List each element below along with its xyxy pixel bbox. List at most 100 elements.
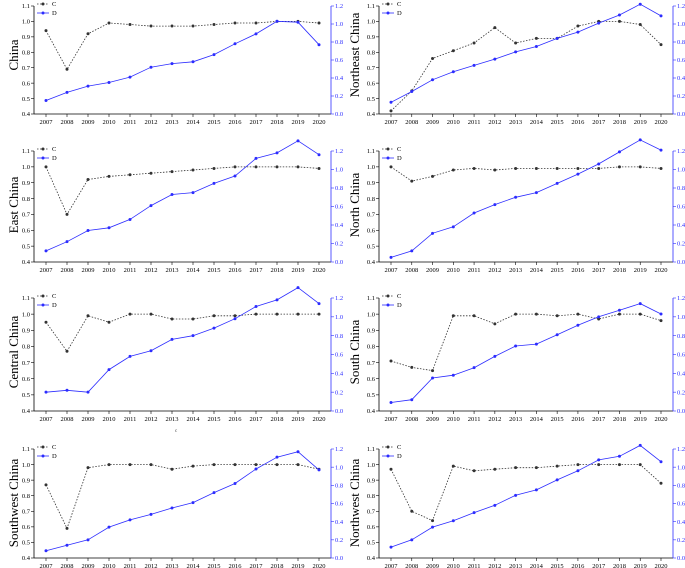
panel-8-left-tick-label: 0.8 bbox=[367, 493, 375, 500]
panel-7-right-tick-label: 1.0 bbox=[335, 464, 343, 471]
panel-7-series-C-point bbox=[254, 463, 258, 467]
panel-7-series-C-point bbox=[212, 463, 216, 467]
panel-8-x-tick-label: 2016 bbox=[571, 563, 585, 568]
panel-3-x-tick-label: 2020 bbox=[313, 267, 326, 274]
panel-2-series-C-point bbox=[576, 24, 580, 28]
panel-3-right-tick-label: 1.2 bbox=[335, 148, 343, 155]
panel-8-series-D-line bbox=[390, 444, 662, 548]
panel-1-series-D-point bbox=[44, 99, 48, 102]
panel-7-x-tick-label: 2012 bbox=[145, 563, 158, 568]
panel-7-series-D-point bbox=[149, 512, 153, 516]
panel-8-series-D-point bbox=[389, 545, 393, 549]
panel-8-left-tick-label: 1.0 bbox=[367, 462, 375, 469]
panel-6-x-tick-label: 2009 bbox=[426, 416, 439, 423]
panel-1-series-D-point bbox=[149, 65, 153, 69]
panel-4-x-tick-label: 2011 bbox=[468, 267, 481, 274]
panel-6-series-C-point bbox=[410, 365, 414, 369]
panel-7-right-tick-label: 0.2 bbox=[335, 537, 343, 544]
panel-2-left-tick-label: 1.1 bbox=[367, 3, 375, 10]
panel-3-right-tick-label: 1.0 bbox=[335, 167, 343, 174]
panel-6-x-tick-label: 2012 bbox=[488, 416, 501, 423]
panel-3-series-D-point bbox=[128, 217, 132, 221]
panel-7-series-D-point bbox=[212, 491, 216, 495]
panel-7-series-D-line bbox=[45, 451, 320, 552]
panel-5-right-tick-label: 1.0 bbox=[335, 314, 343, 321]
panel-4-series-D-line bbox=[390, 139, 662, 258]
panel-6-legend-label-D: D bbox=[397, 302, 402, 309]
panel-7-x-tick-label: 2018 bbox=[271, 563, 284, 568]
panel-7-series-C-point bbox=[296, 463, 300, 467]
panel-8-series-C-point bbox=[597, 463, 601, 467]
panel-7-right-tick-label: 0.4 bbox=[335, 519, 344, 526]
panel-6-series-C-point bbox=[597, 317, 601, 321]
panel-6-legend-label-C: C bbox=[397, 293, 401, 300]
panel-2-series-D-point bbox=[389, 100, 393, 104]
panel-8-series-C-point bbox=[493, 467, 497, 471]
panel-3-series-C-point bbox=[275, 165, 279, 169]
panel-7-series-C-point bbox=[107, 463, 111, 467]
panel-5-x-tick-label: 2016 bbox=[229, 416, 243, 423]
panel-8-series-D-point bbox=[534, 488, 538, 492]
panel-1-right-tick-label: 0.4 bbox=[335, 75, 344, 82]
panel-7-series-D-point bbox=[296, 450, 300, 454]
panel-1-series-C-point bbox=[233, 21, 237, 25]
panel-4-x-tick-label: 2013 bbox=[509, 267, 522, 274]
panel-4-legend-marker-D bbox=[386, 156, 390, 160]
panel-4-legend-label-D: D bbox=[397, 155, 402, 162]
panel-4-right-tick-label: 0.6 bbox=[677, 204, 685, 211]
panel-2-series-D-point bbox=[431, 78, 435, 82]
panel-3-series-D-point bbox=[191, 191, 195, 195]
panel-7-series-C-point bbox=[170, 467, 174, 471]
panel-1-series-C-point bbox=[86, 32, 90, 36]
panel-2-left-tick-label: 0.6 bbox=[367, 80, 376, 87]
panel-6-series-D-point bbox=[576, 323, 580, 327]
panel-8-series-D-point bbox=[514, 493, 518, 497]
panel-7-x-tick-label: 2010 bbox=[103, 563, 116, 568]
panel-5-right-tick-label: 0.6 bbox=[335, 352, 344, 359]
panel-8-right-tick-label: 1.2 bbox=[677, 446, 685, 453]
panel-8-right-tick-label: 0.0 bbox=[677, 555, 685, 562]
panel-6-x-tick-label: 2020 bbox=[655, 416, 668, 423]
panel-3-series-D-point bbox=[107, 226, 111, 230]
panel-3-series-D-point bbox=[149, 204, 153, 208]
panel-5-series-C-point bbox=[191, 317, 195, 321]
panel-6-series-D-point bbox=[389, 401, 393, 405]
panel-6-series-C-point bbox=[431, 369, 435, 373]
panel-3-legend-label-C: C bbox=[52, 146, 56, 153]
panel-6-series-D-point bbox=[451, 373, 455, 377]
panel-3-series-C-point bbox=[44, 165, 48, 169]
panel-1-right-tick-label: 1.0 bbox=[335, 21, 343, 28]
panel-6-series-C-point bbox=[514, 312, 518, 316]
panel-5-series-C-point bbox=[317, 312, 321, 316]
panel-6-series-C-point bbox=[451, 314, 455, 318]
panel-4-series-D-point bbox=[555, 181, 559, 185]
panel-8-legend-label-D: D bbox=[397, 453, 402, 460]
panel-1-series-C-point bbox=[65, 67, 69, 71]
panel-2-x-tick-label: 2010 bbox=[447, 119, 460, 126]
panel-6-series-C-point bbox=[638, 312, 642, 316]
panel-3-series-D-point bbox=[44, 249, 48, 253]
panel-6-series-C-line bbox=[390, 313, 662, 372]
panel-5-series-C-point bbox=[86, 314, 90, 318]
panel-1-left-tick-label: 0.6 bbox=[22, 80, 31, 87]
panel-3-series-D-point bbox=[170, 192, 174, 196]
panel-5-x-tick-label: 2014 bbox=[187, 416, 201, 423]
panel-7-series-C-point bbox=[44, 483, 48, 487]
panel-3-series-C-point bbox=[86, 178, 90, 182]
panel-6-legend-marker-D bbox=[386, 303, 390, 307]
panel-8-series-C-point bbox=[389, 467, 393, 471]
panel-4-left-tick-label: 1.1 bbox=[367, 148, 375, 155]
panel-1-legend-label-D: D bbox=[52, 10, 57, 17]
panel-6-series-D-line bbox=[390, 303, 662, 403]
panel-4-series-D-point bbox=[389, 255, 393, 259]
panel-1-series-C-point bbox=[212, 23, 216, 27]
panel-4-legend-marker-C bbox=[386, 147, 390, 151]
panel-5-x-tick-label: 2007 bbox=[40, 416, 54, 423]
panel-3-left-tick-label: 0.5 bbox=[22, 243, 30, 250]
panel-8-series-C-point bbox=[514, 466, 518, 470]
panel-3-x-tick-label: 2008 bbox=[61, 267, 74, 274]
panel-3-x-tick-label: 2015 bbox=[208, 267, 221, 274]
panel-2-right-tick-label: 1.2 bbox=[677, 3, 685, 10]
panel-4-left-tick-label: 0.8 bbox=[367, 196, 375, 203]
panel-3-x-tick-label: 2013 bbox=[166, 267, 179, 274]
